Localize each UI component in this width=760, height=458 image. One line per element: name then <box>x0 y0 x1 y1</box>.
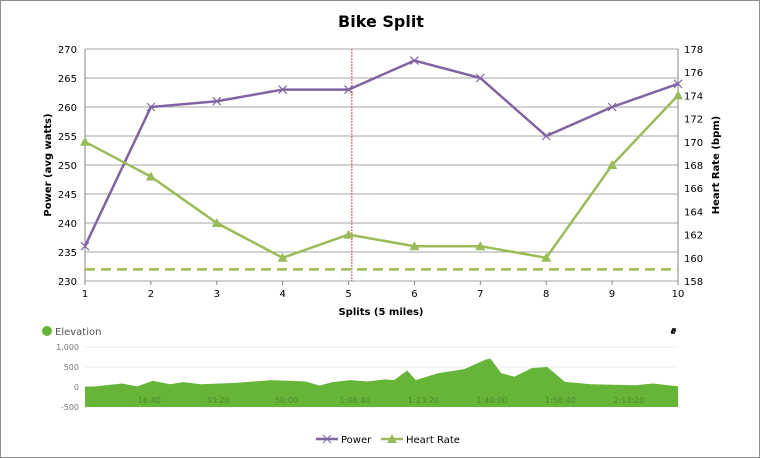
y2-tick-label: 170 <box>684 138 703 149</box>
x-tick-label: 10 <box>672 289 685 300</box>
heart-rate-marker <box>145 171 156 181</box>
legend-marker-x <box>322 434 332 444</box>
y2-tick-label: 160 <box>684 254 703 265</box>
legend-label: Heart Rate <box>406 435 460 446</box>
elevation-x-tick-label: 2:13:20 <box>614 396 645 405</box>
y2-tick-label: 164 <box>684 207 703 218</box>
elevation-x-tick-label: 1:40:00 <box>477 396 508 405</box>
heart-rate-marker <box>673 90 683 100</box>
y-axis-label: Power (avg watts) <box>43 113 54 216</box>
main-plot: 2302352402452502552602652701581601621641… <box>58 45 703 300</box>
series-line-heart-rate <box>84 94 679 260</box>
y-tick-label: 240 <box>58 219 77 230</box>
y-tick-label: 270 <box>58 45 77 56</box>
power-marker <box>475 73 485 83</box>
x-tick-label: 5 <box>345 289 351 300</box>
elevation-x-tick-label: 50:00 <box>275 396 298 405</box>
chart-title: Bike Split <box>338 12 424 31</box>
y2-tick-label: 172 <box>684 115 703 126</box>
heart-rate-marker <box>80 136 90 146</box>
elevation-x-tick-label: 1:56:40 <box>545 396 576 405</box>
y-tick-label: 265 <box>58 74 77 85</box>
x-tick-label: 9 <box>609 289 615 300</box>
x-tick-label: 3 <box>214 289 220 300</box>
power-marker <box>278 85 288 95</box>
y2-tick-label: 168 <box>684 161 703 172</box>
power-marker <box>541 131 551 141</box>
legend-marker-triangle <box>387 434 397 443</box>
power-marker <box>146 102 156 112</box>
elevation-y-tick-label: -500 <box>61 403 79 412</box>
power-marker <box>607 102 617 112</box>
elevation-legend-marker <box>42 326 52 336</box>
y2-tick-label: 176 <box>684 68 703 79</box>
elevation-y-tick-label: 0 <box>74 383 79 392</box>
x-tick-label: 1 <box>82 289 88 300</box>
elevation-legend-label: Elevation <box>55 327 101 338</box>
power-marker <box>410 56 419 66</box>
y-tick-label: 230 <box>58 277 77 288</box>
y-tick-label: 255 <box>58 132 77 143</box>
x-axis-label: Splits (5 miles) <box>338 307 423 318</box>
y2-tick-label: 174 <box>684 91 703 102</box>
y-tick-label: 260 <box>58 103 77 114</box>
series-line-power <box>83 59 679 247</box>
power-marker <box>344 85 353 95</box>
elevation-y-tick-label: 500 <box>64 363 79 372</box>
y-tick-label: 245 <box>58 190 77 201</box>
y2-tick-label: 166 <box>684 184 703 195</box>
legend-label: Power <box>341 435 372 446</box>
x-tick-label: 7 <box>477 289 483 300</box>
x-tick-label: 8 <box>543 289 549 300</box>
elevation-y-tick-label: 1,000 <box>56 343 79 352</box>
elevation-x-tick-label: 33:20 <box>206 396 229 405</box>
heart-rate-marker <box>277 252 288 262</box>
expand-icon[interactable] <box>670 328 676 334</box>
heart-rate-marker <box>211 218 222 227</box>
heart-rate-marker <box>343 229 354 239</box>
x-tick-label: 6 <box>411 289 417 300</box>
elevation-x-tick-label: 1:23:20 <box>408 396 439 405</box>
legend: Power Heart Rate <box>316 434 460 446</box>
heart-rate-marker <box>541 252 552 262</box>
y2-tick-label: 162 <box>684 231 703 242</box>
x-tick-label: 4 <box>279 289 285 300</box>
power-marker <box>673 79 683 89</box>
y2-axis-label: Heart Rate (bpm) <box>711 116 722 214</box>
elevation-area <box>85 358 678 407</box>
heart-rate-marker <box>409 241 420 251</box>
power-marker <box>212 96 222 106</box>
heart-rate-marker <box>607 160 618 169</box>
elevation-x-tick-label: 1:06:40 <box>340 396 371 405</box>
heart-rate-marker <box>475 241 486 251</box>
y-tick-label: 235 <box>58 248 77 259</box>
y-tick-label: 250 <box>58 161 77 172</box>
elevation-plot: -500 0 500 1,000 16:40 33:20 50:00 1:06:40 1:23:… <box>56 343 678 412</box>
x-tick-label: 2 <box>148 289 154 300</box>
y2-tick-label: 158 <box>684 277 703 288</box>
y2-tick-label: 178 <box>684 45 703 56</box>
power-marker <box>80 241 90 251</box>
elevation-x-tick-label: 16:40 <box>138 396 161 405</box>
